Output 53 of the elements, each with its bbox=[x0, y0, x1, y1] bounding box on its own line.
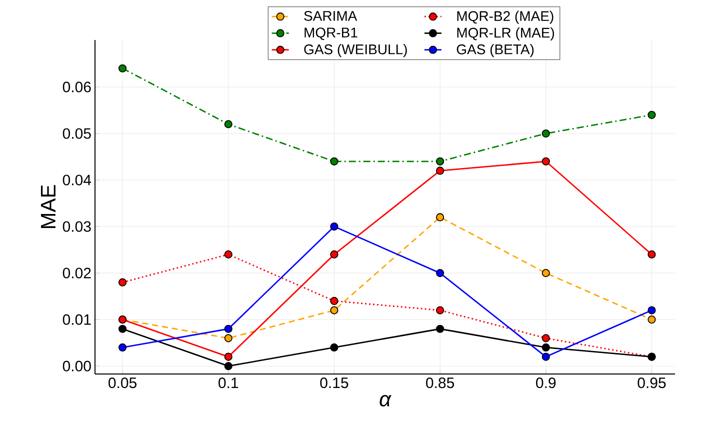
x-tick-label: 0.05 bbox=[108, 378, 136, 388]
point bbox=[330, 306, 338, 314]
point bbox=[648, 316, 656, 324]
point bbox=[330, 343, 338, 352]
y-tick-label: 0.06 bbox=[62, 82, 91, 92]
y-tick-label: 0.00 bbox=[62, 360, 91, 372]
point bbox=[436, 166, 444, 175]
y-axis-title: MAE bbox=[40, 185, 56, 228]
point bbox=[436, 157, 444, 166]
point bbox=[542, 269, 550, 278]
x-axis-title: α bbox=[380, 394, 392, 406]
point bbox=[330, 157, 338, 166]
x-tick-label: 0.1 bbox=[218, 378, 238, 388]
point bbox=[330, 222, 338, 231]
point bbox=[118, 324, 127, 333]
y-tick-label: 0.04 bbox=[62, 174, 92, 186]
x-tick-label: 0.85 bbox=[426, 378, 454, 388]
y-tick-label: 0.01 bbox=[62, 314, 91, 325]
point bbox=[542, 334, 550, 342]
point bbox=[224, 120, 232, 128]
legend-label: MQR-B2 (MAE) bbox=[457, 10, 554, 24]
point bbox=[224, 352, 232, 361]
point bbox=[542, 157, 550, 166]
legend-label: GAS (BETA) bbox=[456, 44, 534, 58]
y-tick-label: 0.03 bbox=[62, 221, 91, 232]
point bbox=[224, 334, 232, 342]
point bbox=[648, 250, 656, 258]
point bbox=[436, 213, 444, 222]
point bbox=[436, 324, 444, 333]
point bbox=[330, 296, 338, 306]
legend-label: SARIMA bbox=[304, 10, 358, 21]
point bbox=[224, 362, 232, 370]
legend-label: MQR-B1 bbox=[304, 28, 358, 40]
point bbox=[436, 306, 444, 314]
point bbox=[118, 343, 127, 352]
legend-label: MQR-LR (MAE) bbox=[457, 27, 554, 40]
point bbox=[542, 343, 550, 352]
point bbox=[224, 250, 232, 258]
point bbox=[542, 129, 550, 138]
point bbox=[118, 64, 127, 72]
point bbox=[330, 250, 338, 258]
x-tick-label: 0.9 bbox=[536, 378, 556, 388]
point bbox=[118, 278, 127, 286]
point bbox=[542, 352, 550, 361]
y-tick-label: 0.02 bbox=[62, 268, 91, 278]
x-tick-label: 0.95 bbox=[638, 378, 666, 388]
point bbox=[648, 306, 656, 314]
x-tick-label: 0.15 bbox=[320, 378, 348, 388]
point bbox=[648, 110, 656, 119]
y-tick-label: 0.05 bbox=[62, 128, 91, 139]
legend-label: GAS (WEIBULL) bbox=[304, 44, 407, 58]
point bbox=[436, 269, 444, 278]
point bbox=[224, 324, 232, 333]
